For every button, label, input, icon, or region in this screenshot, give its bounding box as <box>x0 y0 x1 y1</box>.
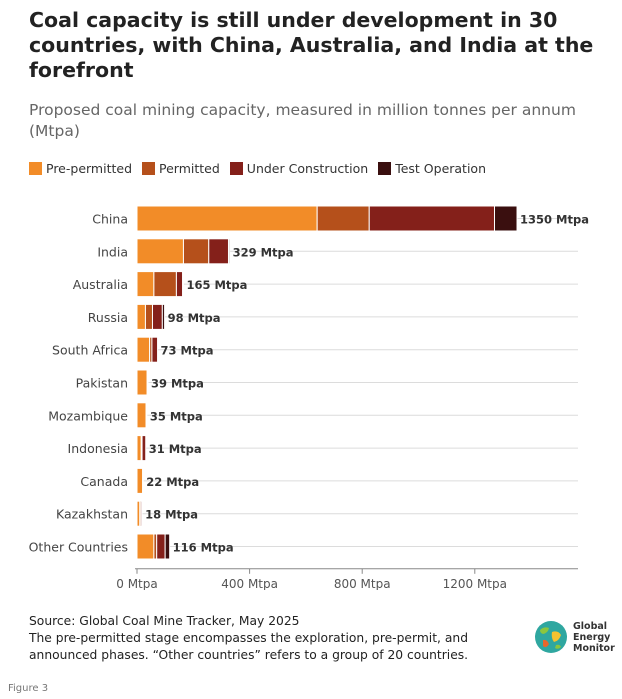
bar-segment <box>175 271 184 298</box>
x-tick-label: 0 Mtpa <box>116 577 157 590</box>
bar-segment <box>136 533 155 560</box>
category-label: South Africa <box>52 343 128 358</box>
bar-segment <box>144 303 153 330</box>
total-label: 165 Mtpa <box>186 278 247 292</box>
bar-segment <box>368 205 496 232</box>
bar-segment <box>136 402 147 429</box>
legend-item-permitted: Permitted <box>142 161 220 176</box>
logo-text: Global Energy Monitor <box>573 621 615 654</box>
legend-swatch <box>29 162 42 175</box>
bar-segment <box>136 467 144 494</box>
total-label: 18 Mtpa <box>145 508 198 522</box>
chart-title: Coal capacity is still under development… <box>29 8 594 82</box>
total-label: 329 Mtpa <box>233 245 294 259</box>
logo-line: Monitor <box>573 642 615 654</box>
bar-segment <box>151 336 159 363</box>
bar-segment <box>145 402 148 429</box>
source-note: Source: Global Coal Mine Tracker, May 20… <box>29 613 509 664</box>
gem-logo: Global Energy Monitor <box>534 620 615 654</box>
category-label: Indonesia <box>68 441 128 456</box>
bar-segment <box>136 336 151 363</box>
bar-segment <box>153 271 177 298</box>
figure-label: Figure 3 <box>8 683 49 694</box>
bar-segment <box>140 500 143 527</box>
total-label: 35 Mtpa <box>150 409 203 423</box>
bar-segment <box>164 533 171 560</box>
logo-line: Energy <box>573 631 611 643</box>
legend-label: Permitted <box>159 161 220 176</box>
total-label: 1350 Mtpa <box>520 213 589 227</box>
bar-segment <box>182 271 184 298</box>
bar-segment <box>136 238 184 265</box>
legend-label: Pre-permitted <box>46 161 133 176</box>
bar-segment <box>146 369 149 396</box>
category-label: Australia <box>73 277 128 292</box>
bar-segment <box>136 369 148 396</box>
category-label: China <box>92 212 128 227</box>
category-label: Mozambique <box>48 408 128 423</box>
source-line: Source: Global Coal Mine Tracker, May 20… <box>29 614 300 628</box>
bar-segment <box>136 435 142 462</box>
bar-segment <box>182 238 210 265</box>
bar-segment <box>494 205 518 232</box>
x-tick-label: 800 Mtpa <box>334 577 391 590</box>
bar-segment <box>141 435 147 462</box>
category-label: Russia <box>88 310 128 325</box>
legend-swatch <box>142 162 156 175</box>
total-label: 31 Mtpa <box>149 442 202 456</box>
category-label: Kazakhstan <box>56 507 128 522</box>
bar-segment <box>208 238 229 265</box>
bar-chart: China 1350 Mtpa India 329 Mtpa Australia 165 … <box>29 205 589 590</box>
footnote: The pre-permitted stage encompasses the … <box>29 631 469 662</box>
globe-icon <box>535 621 567 653</box>
bar-segment <box>136 303 146 330</box>
chart-subtitle: Proposed coal mining capacity, measured … <box>29 101 576 140</box>
category-label: Other Countries <box>29 540 128 555</box>
legend-label: Test Operation <box>395 161 486 176</box>
legend-label: Under Construction <box>246 161 369 176</box>
total-label: 73 Mtpa <box>161 344 214 358</box>
logo-line: Global <box>573 620 608 632</box>
total-label: 39 Mtpa <box>151 377 204 391</box>
bar-segment <box>142 467 144 494</box>
total-label: 98 Mtpa <box>168 311 221 325</box>
x-tick-label: 400 Mtpa <box>221 577 278 590</box>
total-label: 116 Mtpa <box>173 541 234 555</box>
bar-segment <box>151 303 163 330</box>
bar-segment <box>227 238 231 265</box>
legend-item-test-operation: Test Operation <box>378 161 486 176</box>
legend-swatch <box>378 162 392 175</box>
legend-item-pre-permitted: Pre-permitted <box>29 161 132 176</box>
bar-segment <box>161 303 166 330</box>
legend-item-under-construction: Under Construction <box>229 161 369 176</box>
bar-segment <box>136 205 318 232</box>
legend: Pre-permitted Permitted Under Constructi… <box>29 161 496 176</box>
category-label: India <box>97 244 128 259</box>
x-tick-label: 1200 Mtpa <box>443 577 507 590</box>
category-label: Pakistan <box>76 376 128 391</box>
legend-swatch <box>229 162 243 175</box>
bar-segment <box>156 533 166 560</box>
category-label: Canada <box>80 474 128 489</box>
bar-segment <box>316 205 370 232</box>
bar-segment <box>136 271 155 298</box>
total-label: 22 Mtpa <box>146 475 199 489</box>
